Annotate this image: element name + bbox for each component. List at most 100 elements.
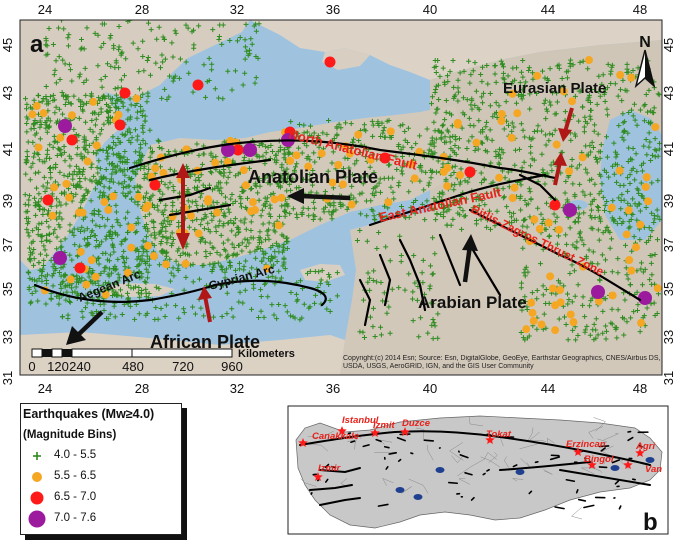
earthquake-plus <box>621 316 627 322</box>
earthquake-plus <box>479 180 485 186</box>
city-izmir-label: Izmir <box>318 463 341 474</box>
earthquake-plus <box>478 170 484 176</box>
earthquake-plus <box>438 129 444 135</box>
earthquake-plus <box>394 167 400 173</box>
earthquake-plus <box>95 170 101 176</box>
earthquake-plus <box>30 160 36 166</box>
earthquake-plus <box>135 133 141 139</box>
earthquake-plus <box>600 72 606 78</box>
earthquake-plus <box>425 330 431 336</box>
earthquake-plus <box>268 245 274 251</box>
earthquake-plus <box>360 181 366 187</box>
earthquake-plus <box>285 239 291 245</box>
earthquake-plus <box>500 75 506 81</box>
earthquake-plus <box>599 181 605 187</box>
earthquake-plus <box>162 86 168 92</box>
earthquake-plus <box>139 112 145 118</box>
earthquake-plus <box>519 96 525 102</box>
earthquake-plus <box>79 224 85 230</box>
earthquake-plus <box>112 169 118 175</box>
earthquake-plus <box>41 243 47 249</box>
earthquake-plus <box>237 194 243 200</box>
earthquake-plus <box>342 174 348 180</box>
earthquake-plus <box>85 188 91 194</box>
earthquake-circle <box>100 198 109 207</box>
earthquake-plus <box>562 314 568 320</box>
scale-tick-960: 960 <box>221 359 243 374</box>
earthquake-plus <box>492 63 498 69</box>
earthquake-plus <box>96 158 102 164</box>
earthquake-plus <box>598 218 604 224</box>
earthquake-plus <box>621 137 627 143</box>
earthquake-circle <box>262 264 271 273</box>
earthquake-plus <box>530 70 536 76</box>
earthquake-plus <box>457 212 463 218</box>
earthquake-circle <box>551 301 560 310</box>
earthquake-plus <box>133 171 139 177</box>
earthquake-circle <box>277 193 286 202</box>
earthquake-plus <box>108 63 114 69</box>
earthquake-plus <box>349 172 355 178</box>
earthquake-plus <box>288 290 294 296</box>
earthquake-plus <box>44 238 50 244</box>
earthquake-plus <box>478 216 484 222</box>
earthquake-plus <box>138 145 144 151</box>
fault-segment <box>388 451 398 455</box>
earthquake-plus <box>146 256 152 262</box>
earthquake-circle <box>528 308 537 317</box>
earthquake-plus <box>624 88 630 94</box>
earthquake-plus <box>312 159 318 165</box>
earthquake-plus <box>520 245 526 251</box>
earthquake-plus <box>429 206 435 212</box>
earthquake-plus <box>26 193 32 199</box>
earthquake-plus <box>77 243 83 249</box>
earthquake-plus <box>493 153 499 159</box>
earthquake-plus <box>113 209 119 215</box>
earthquake-plus <box>144 190 150 196</box>
earthquake-plus <box>122 149 128 155</box>
panel-b-map: Istanbul Izmit Duzce Canakkale Tokat Erz… <box>287 405 669 536</box>
earthquake-plus <box>531 157 537 163</box>
earthquake-plus <box>575 332 581 338</box>
earthquake-plus <box>589 261 595 267</box>
earthquake-plus <box>609 64 615 70</box>
earthquake-plus <box>209 67 215 73</box>
earthquake-plus <box>371 268 377 274</box>
earthquake-plus <box>44 232 50 238</box>
earthquake-circle <box>58 119 72 133</box>
earthquake-plus <box>266 220 272 226</box>
earthquake-plus <box>66 299 72 305</box>
earthquake-plus <box>173 258 179 264</box>
earthquake-plus <box>420 257 426 263</box>
earthquake-plus <box>143 141 149 147</box>
earthquake-plus <box>36 199 42 205</box>
earthquake-plus <box>200 203 206 209</box>
earthquake-plus <box>523 79 529 85</box>
earthquake-circle <box>366 155 375 164</box>
earthquake-plus <box>410 289 416 295</box>
earthquake-plus <box>616 195 622 201</box>
earthquake-plus <box>99 127 105 133</box>
earthquake-plus <box>102 280 108 286</box>
earthquake-plus <box>442 81 448 87</box>
earthquake-plus <box>163 228 169 234</box>
earthquake-plus <box>246 270 252 276</box>
earthquake-plus <box>655 178 661 184</box>
earthquake-plus <box>480 64 486 70</box>
earthquake-plus <box>114 293 120 299</box>
earthquake-plus <box>365 173 371 179</box>
earthquake-plus <box>511 210 517 216</box>
earthquake-plus <box>572 192 578 198</box>
earthquake-plus <box>416 164 422 170</box>
earthquake-plus <box>99 21 105 27</box>
earthquake-plus <box>615 270 621 276</box>
earthquake-plus <box>232 68 238 74</box>
earthquake-plus <box>589 295 595 301</box>
earthquake-plus <box>368 198 374 204</box>
earthquake-plus <box>43 301 49 307</box>
earthquake-plus <box>35 92 41 98</box>
earthquake-circle <box>559 87 568 96</box>
earthquake-plus <box>57 210 63 216</box>
earthquake-plus <box>201 62 207 68</box>
earthquake-plus <box>129 176 135 182</box>
